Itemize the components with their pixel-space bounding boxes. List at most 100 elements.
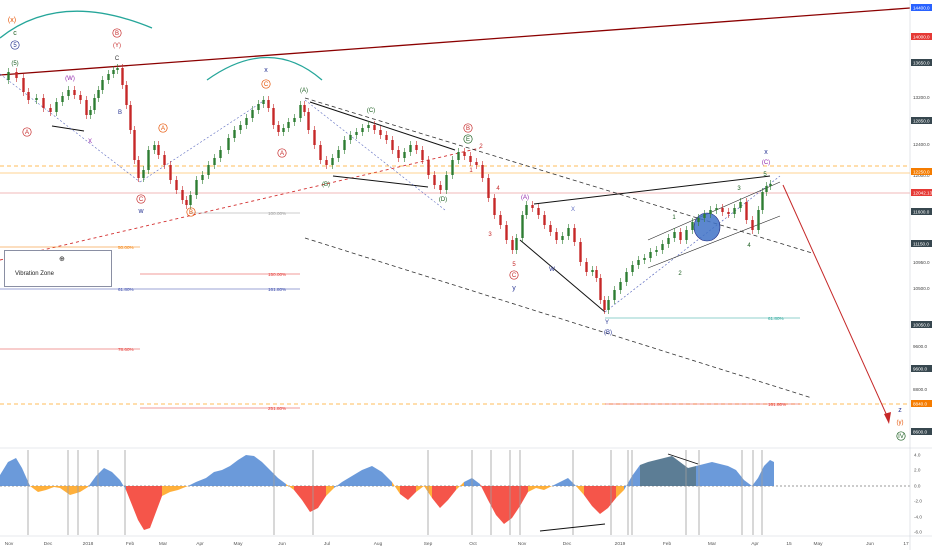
fib-label: 50.00% — [118, 245, 134, 250]
candle-body — [361, 128, 364, 132]
candle-body — [475, 162, 478, 165]
osc-area-segment — [632, 465, 640, 486]
candle-body — [661, 244, 664, 250]
candle-body — [116, 68, 119, 70]
osc-area-segment — [656, 458, 664, 486]
osc-area-segment — [480, 484, 488, 500]
osc-area-segment — [648, 460, 656, 486]
candle-body — [233, 130, 236, 138]
candle-body — [22, 78, 25, 92]
price-label-box — [911, 4, 932, 11]
candle-body — [691, 222, 694, 230]
candle-body — [709, 210, 712, 214]
candle-body — [201, 175, 204, 180]
price-tick-label: 8800.0 — [913, 387, 927, 392]
time-tick-label: Jun — [866, 541, 874, 547]
candle-body — [567, 228, 570, 236]
candle-body — [142, 170, 145, 178]
wave-label: 5 — [13, 43, 17, 49]
fib-label: 61.80% — [768, 316, 784, 321]
candle-body — [67, 90, 70, 96]
osc-area-segment — [70, 486, 80, 495]
candle-body — [207, 165, 210, 175]
osc-area-segment — [392, 482, 400, 494]
candle-body — [433, 175, 436, 185]
candle-body — [439, 185, 442, 190]
candle-body — [239, 125, 242, 130]
black-line-2 — [332, 175, 429, 188]
candle-body — [703, 214, 706, 218]
osc-area-segment — [88, 476, 96, 487]
osc-area-segment — [230, 460, 238, 486]
price-highlight-label: 11600.0 — [913, 210, 930, 215]
wave-label: (5) — [11, 61, 18, 67]
candle-body — [7, 72, 10, 80]
wave-label: E — [466, 137, 470, 143]
time-tick-label: 15 — [786, 541, 792, 547]
osc-area-segment — [576, 486, 584, 495]
osc-area-segment — [16, 458, 22, 486]
osc-area-segment — [448, 486, 456, 500]
osc-area-segment — [382, 472, 392, 486]
wave-label: (y) — [897, 420, 904, 426]
time-tick-label: Jun — [278, 541, 286, 547]
wave-label: A — [280, 151, 284, 157]
time-tick-label: Apr — [751, 541, 759, 547]
osc-area-segment — [400, 486, 408, 500]
osc-tick-label: 4.0 — [914, 453, 921, 458]
candle-body — [373, 125, 376, 130]
time-tick-label: May — [233, 541, 243, 547]
osc-area-segment — [688, 466, 696, 486]
candle-body — [505, 225, 508, 240]
time-tick-label: Apr — [196, 541, 204, 547]
candle-body — [757, 210, 760, 230]
time-tick-label: May — [813, 541, 823, 547]
osc-tick-label: 0.0 — [914, 484, 921, 489]
osc-area-segment — [22, 468, 30, 486]
osc-divergence-low — [539, 523, 606, 532]
price-label-box — [911, 321, 932, 328]
candle-body — [107, 74, 110, 80]
osc-area-segment — [30, 486, 38, 492]
wave-label: X — [88, 139, 92, 145]
osc-tick-label: -4.0 — [914, 515, 922, 520]
candle-body — [101, 80, 104, 90]
osc-area-segment — [552, 482, 560, 486]
candle-body — [61, 96, 64, 102]
osc-area-segment — [286, 484, 294, 490]
candle-body — [655, 250, 658, 252]
candle-body — [125, 85, 128, 105]
osc-area-segment — [326, 486, 334, 496]
osc-area-segment — [38, 486, 46, 492]
candle-body — [769, 184, 772, 186]
arc-mid — [206, 56, 323, 81]
osc-area-segment — [520, 486, 528, 506]
candle-body — [733, 208, 736, 214]
candle-body — [549, 225, 552, 232]
wave-label: C — [115, 56, 120, 62]
candle-body — [85, 100, 88, 115]
candle-body — [573, 228, 576, 242]
wave-label-circle — [186, 207, 196, 217]
candle-body — [27, 92, 30, 100]
price-highlight-label: 12042.13 — [913, 191, 932, 196]
candle-body — [35, 98, 38, 100]
candle-body — [257, 104, 260, 110]
wave-label: x — [764, 149, 768, 156]
wave-label: A — [161, 126, 165, 132]
wave-label: 1 — [672, 215, 676, 221]
wave-label: X — [571, 207, 575, 213]
channel-lower — [304, 237, 813, 399]
osc-area-segment — [600, 486, 608, 514]
red-dashed-support — [0, 147, 481, 261]
candle-body — [457, 152, 460, 160]
osc-area-segment — [720, 464, 728, 486]
candle-body — [463, 152, 466, 156]
time-tick-label: Feb — [663, 541, 672, 547]
candle-body — [751, 220, 754, 230]
candle-body — [511, 240, 514, 250]
candle-body — [637, 260, 640, 265]
time-tick-label: Sep — [424, 541, 433, 547]
price-label-box — [911, 59, 932, 66]
wave-label: 2 — [479, 144, 483, 150]
